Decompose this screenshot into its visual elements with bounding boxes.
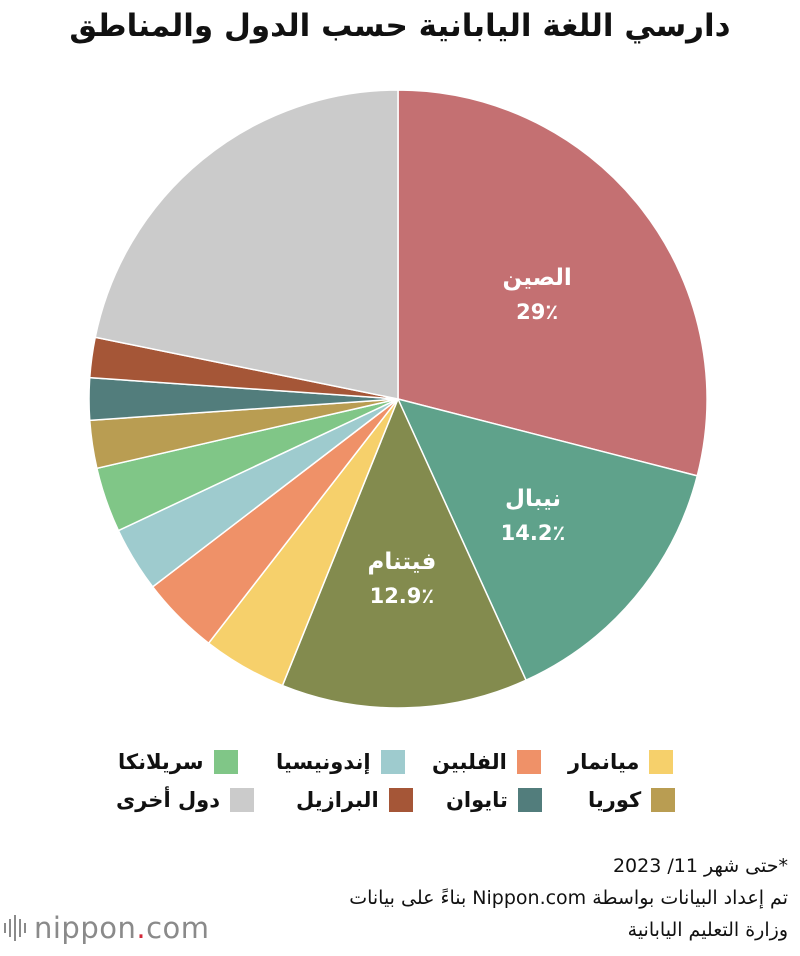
legend-swatch: [651, 788, 676, 812]
slice-value-label: 12.9٪: [370, 584, 435, 608]
legend-label: سريلانكا: [118, 750, 204, 774]
legend-item-brazil: البرازيل: [296, 784, 413, 816]
pie-slice: [396, 397, 699, 682]
legend-label: كوريا: [588, 788, 642, 812]
legend-label: إندونيسيا: [276, 750, 371, 774]
slice-value-label: 14.2٪: [501, 521, 566, 545]
pie-chart: الصين 29٪ نيبال 14.2٪ فيتنام 12.9٪: [88, 89, 708, 709]
pie-slice: [94, 89, 399, 400]
legend-swatch: [230, 788, 255, 812]
legend-swatch: [517, 788, 542, 812]
legend-item-korea: كوريا: [588, 784, 676, 816]
slice-label: فيتنام: [368, 549, 437, 575]
legend-swatch: [213, 750, 238, 774]
legend-item-myanmar: ميانمار: [568, 746, 674, 778]
legend-label: تايوان: [446, 788, 508, 812]
source-note-line2: وزارة التعليم اليابانية: [627, 919, 788, 941]
nippon-logo: nippon.com: [4, 908, 210, 948]
legend-item-indonesia: إندونيسيا: [276, 746, 405, 778]
legend-item-philippines: الفلبين: [432, 746, 541, 778]
chart-title: دارسي اللغة اليابانية حسب الدول والمناطق: [69, 8, 731, 44]
slice-label: الصين: [503, 265, 572, 291]
legend-label: دول أخرى: [116, 788, 221, 812]
pie-slice: [281, 397, 528, 709]
legend-swatch: [388, 788, 413, 812]
logo-name: nippon: [34, 911, 137, 945]
legend-label: ميانمار: [568, 750, 640, 774]
legend-label: الفلبين: [432, 750, 507, 774]
legend-swatch: [649, 750, 674, 774]
source-note-line1: تم إعداد البيانات بواسطة Nippon.com بناء…: [349, 887, 788, 909]
legend-item-others: دول أخرى: [116, 784, 255, 816]
legend-item-srilanka: سريلانكا: [118, 746, 238, 778]
legend-swatch: [516, 750, 541, 774]
logo-bars-icon: [4, 915, 26, 941]
pie-slice: [397, 89, 708, 477]
logo-dot: .: [136, 911, 147, 945]
slice-label: نيبال: [505, 486, 561, 512]
slice-value-label: 29٪: [516, 300, 558, 324]
logo-suffix: com: [146, 911, 210, 945]
date-note: *حتى شهر 11/ 2023: [612, 855, 788, 877]
legend-item-taiwan: تايوان: [446, 784, 542, 816]
legend-label: البرازيل: [296, 788, 379, 812]
legend-swatch: [380, 750, 405, 774]
